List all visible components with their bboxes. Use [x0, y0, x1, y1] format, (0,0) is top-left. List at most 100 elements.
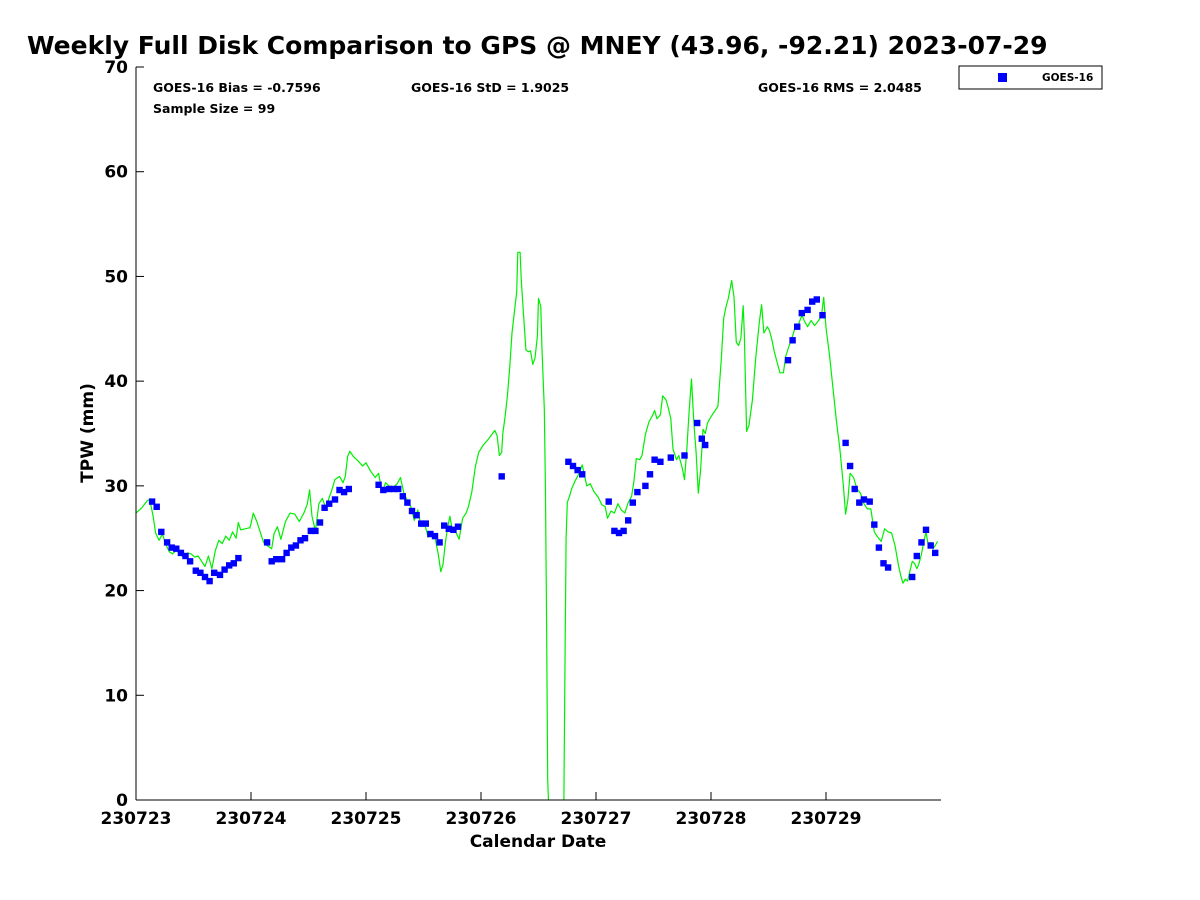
x-tick-label: 230729	[791, 809, 862, 829]
goes16-point	[702, 441, 709, 449]
goes16-point	[273, 556, 280, 563]
goes16-point	[418, 520, 425, 527]
goes16-point	[694, 419, 701, 427]
x-axis-label: Calendar Date	[470, 832, 607, 852]
goes16-point	[634, 488, 641, 496]
y-axis-label: TPW (mm)	[78, 383, 98, 483]
goes16-point	[846, 462, 854, 470]
goes16-point	[875, 544, 883, 551]
goes16-point	[932, 549, 939, 557]
x-tick-label: 230726	[446, 809, 517, 829]
goes16-point	[211, 569, 218, 576]
goes16-point	[431, 532, 439, 540]
goes16-point	[569, 462, 577, 470]
goes16-series-layer	[148, 296, 939, 585]
goes16-point	[880, 560, 887, 567]
legend-box	[958, 65, 1103, 90]
y-tick-label: 40	[104, 372, 128, 392]
goes16-point	[913, 552, 920, 560]
std-stat: GOES-16 StD = 1.9025	[411, 80, 569, 95]
goes16-point	[375, 481, 382, 488]
goes16-point	[278, 556, 286, 563]
goes16-point	[221, 566, 228, 573]
goes16-point	[316, 519, 324, 526]
goes16-point	[918, 539, 925, 546]
goes16-point	[173, 545, 180, 552]
goes16-point	[574, 466, 581, 474]
goes16-point	[307, 527, 314, 535]
goes16-point	[454, 523, 462, 530]
goes16-point	[206, 577, 213, 585]
goes16-point	[408, 507, 416, 515]
goes16-point	[197, 569, 204, 576]
goes16-point	[498, 473, 505, 480]
goes16-point	[263, 539, 271, 546]
goes16-point	[605, 498, 612, 505]
goes16-point	[321, 504, 328, 511]
x-tick-label: 230723	[101, 809, 172, 829]
goes16-point	[860, 496, 868, 503]
goes16-point	[667, 454, 674, 461]
goes16-point	[186, 558, 194, 565]
goes16-point	[856, 499, 863, 506]
legend-marker-goes16	[998, 73, 1007, 82]
goes16-point	[871, 521, 878, 528]
x-tick-label: 230727	[561, 809, 632, 829]
goes16-point	[798, 309, 805, 317]
goes16-point	[283, 549, 290, 557]
y-tick-label: 50	[104, 267, 128, 287]
goes16-point	[698, 435, 705, 442]
goes16-point	[794, 323, 801, 330]
y-tick-label: 10	[104, 686, 128, 706]
goes16-point	[153, 503, 160, 510]
x-tick-label: 230724	[216, 809, 287, 829]
legend: GOES-16	[958, 65, 1103, 90]
goes16-point	[922, 526, 930, 533]
goes16-point	[620, 527, 627, 535]
goes16-point	[331, 496, 339, 503]
x-tick-label: 230728	[676, 809, 747, 829]
goes16-point	[611, 527, 618, 535]
goes16-point	[230, 560, 237, 567]
goes16-point	[226, 562, 233, 569]
goes16-point	[297, 537, 304, 544]
goes16-point	[625, 517, 632, 524]
goes16-point	[268, 558, 275, 565]
goes16-point	[681, 452, 688, 459]
goes16-point	[884, 564, 892, 571]
goes16-point	[615, 529, 623, 537]
goes16-point	[168, 544, 175, 551]
goes16-point	[450, 526, 457, 533]
goes16-point	[216, 571, 224, 579]
goes16-point	[336, 486, 343, 494]
goes16-point	[436, 539, 443, 546]
goes16-point	[445, 525, 452, 532]
goes16-point	[427, 530, 434, 538]
goes16-point	[809, 298, 816, 305]
goes16-point	[399, 493, 406, 500]
goes16-point	[201, 573, 209, 581]
rms-stat: GOES-16 RMS = 2.0485	[758, 80, 922, 95]
y-tick-label: 0	[116, 791, 128, 811]
goes16-point	[182, 552, 189, 560]
y-tick-label: 20	[104, 582, 128, 602]
goes16-point	[819, 312, 826, 319]
goes16-point	[909, 573, 916, 581]
goes16-point	[789, 337, 796, 344]
goes16-point	[629, 499, 636, 506]
goes16-point	[177, 549, 185, 557]
y-tick-label: 70	[104, 58, 128, 78]
goes16-point	[657, 458, 664, 465]
goes16-point	[340, 488, 348, 496]
goes16-point	[380, 486, 387, 494]
goes16-point	[385, 485, 393, 493]
goes16-point	[148, 498, 156, 505]
goes16-point	[651, 456, 658, 463]
goes16-point	[565, 458, 572, 465]
goes16-point	[345, 485, 352, 493]
goes16-point	[326, 500, 333, 507]
goes16-point	[642, 482, 649, 490]
y-tick-label: 60	[104, 163, 128, 183]
bias-stat: GOES-16 Bias = -0.7596	[153, 80, 321, 95]
